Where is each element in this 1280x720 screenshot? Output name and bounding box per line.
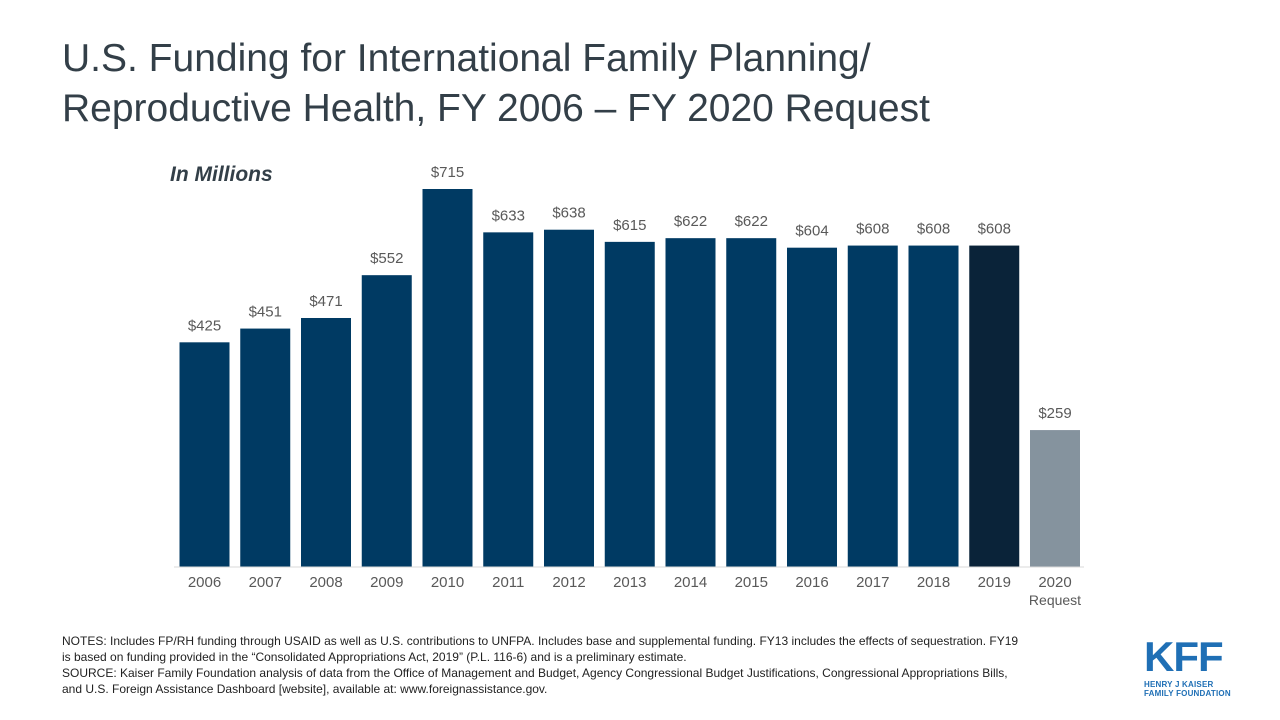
data-label-0: $425 <box>188 317 221 334</box>
kff-logo-subtitle: HENRY J KAISER FAMILY FOUNDATION <box>1144 680 1231 698</box>
data-label-2: $471 <box>309 293 342 310</box>
data-label-9: $622 <box>735 213 768 230</box>
x-tick-label-3: 2009 <box>370 574 403 591</box>
data-label-8: $622 <box>674 213 707 230</box>
bar-0 <box>179 342 230 567</box>
x-tick-label-14: 2020 <box>1038 574 1071 591</box>
bar-6 <box>544 229 594 567</box>
bar-1 <box>240 328 291 567</box>
bar-10 <box>787 247 837 568</box>
bar-7 <box>604 241 655 567</box>
x-tick-label-9: 2015 <box>735 574 768 591</box>
data-label-11: $608 <box>856 221 889 238</box>
data-label-7: $615 <box>613 217 646 234</box>
data-label-3: $552 <box>370 250 403 267</box>
data-label-1: $451 <box>249 304 282 321</box>
bar-11 <box>847 245 898 568</box>
chart-title: U.S. Funding for International Family Pl… <box>62 37 930 130</box>
footnotes: NOTES: Includes FP/RH funding through US… <box>62 633 1022 697</box>
x-tick-label-4: 2010 <box>431 574 464 591</box>
x-tick-label-7: 2013 <box>613 574 646 591</box>
x-tick-label-14-line1: Request <box>1029 592 1081 608</box>
x-tick-label-13: 2019 <box>978 574 1011 591</box>
x-tick-label-1: 2007 <box>249 574 282 591</box>
bar-chart: In Millions $425 2006 $451 2007 $471 2008 $552… <box>170 163 1084 608</box>
bar-13 <box>969 245 1020 568</box>
x-tick-label-10: 2016 <box>795 574 828 591</box>
notes-text: NOTES: Includes FP/RH funding through US… <box>62 634 1019 664</box>
data-label-5: $633 <box>492 207 525 224</box>
unit-label: In Millions <box>170 163 273 186</box>
x-tick-label-0: 2006 <box>188 574 221 591</box>
bar-14 <box>1030 430 1080 567</box>
bar-8 <box>665 238 716 567</box>
kff-logo: KFF HENRY J KAISER FAMILY FOUNDATION <box>1144 633 1244 699</box>
data-label-14: $259 <box>1038 405 1071 422</box>
source-text: SOURCE: Kaiser Family Foundation analysi… <box>62 666 1008 696</box>
data-label-12: $608 <box>917 221 950 238</box>
x-tick-label-12: 2018 <box>917 574 950 591</box>
x-tick-label-5: 2011 <box>492 574 524 591</box>
data-label-6: $638 <box>552 205 585 222</box>
bar-9 <box>726 238 777 567</box>
x-tick-label-2: 2008 <box>309 574 342 591</box>
x-tick-label-8: 2014 <box>674 574 707 591</box>
bar-4 <box>422 189 473 567</box>
data-label-4: $715 <box>431 164 464 181</box>
data-label-10: $604 <box>795 223 828 240</box>
bar-3 <box>361 275 412 567</box>
x-tick-label-11: 2017 <box>856 574 889 591</box>
kff-logo-mark: KFF <box>1144 633 1224 680</box>
bar-2 <box>301 317 351 567</box>
bar-5 <box>483 232 534 567</box>
data-label-13: $608 <box>978 221 1011 238</box>
x-tick-label-6: 2012 <box>552 574 585 591</box>
bar-12 <box>908 245 959 568</box>
